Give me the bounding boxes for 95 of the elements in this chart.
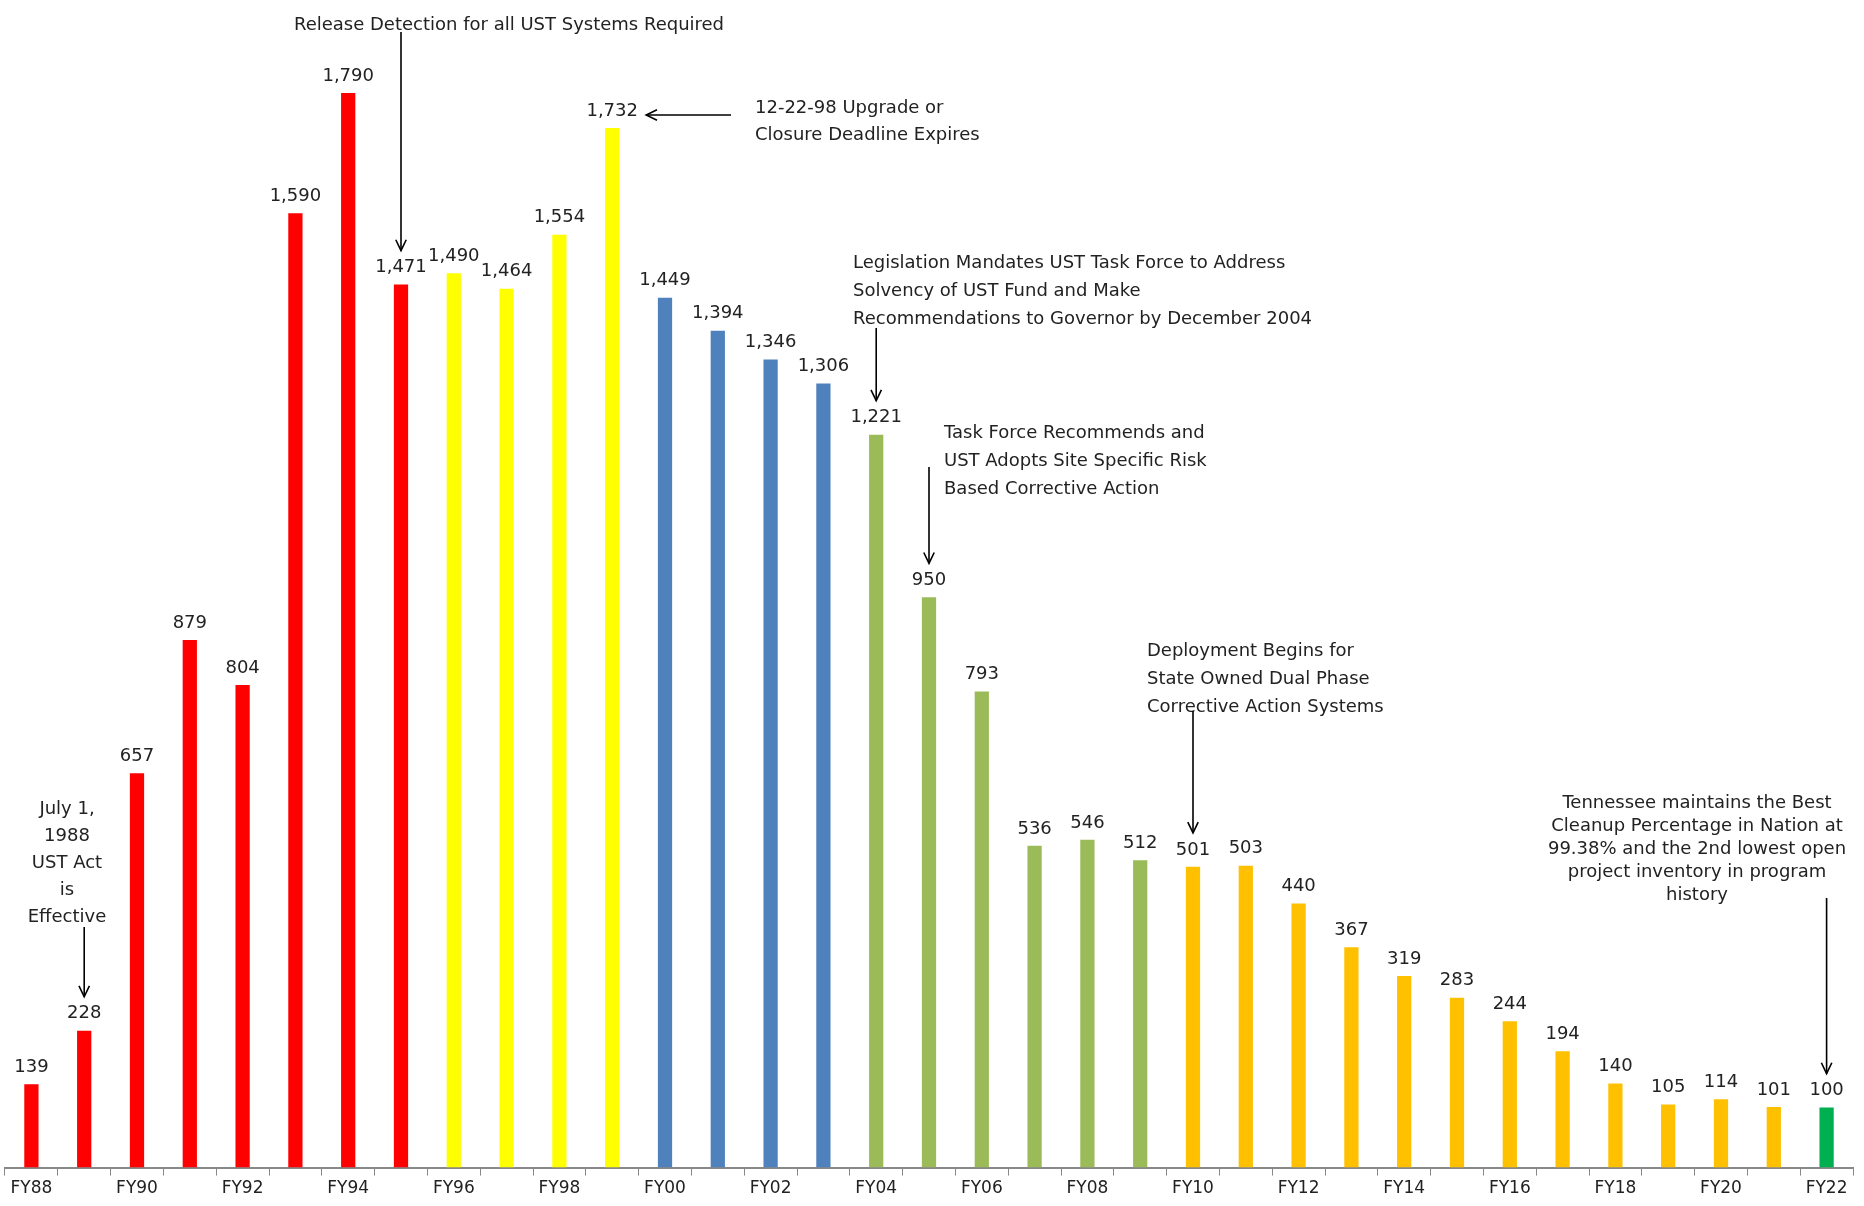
x-tick-label: FY12 [1277,1177,1320,1198]
bar [1608,1083,1623,1168]
data-label: 879 [172,610,207,632]
bar [552,234,567,1168]
x-tick-label: FY06 [960,1177,1003,1198]
data-label: 536 [1017,816,1052,838]
bar [1291,903,1306,1168]
data-label: 546 [1070,810,1105,832]
data-label: 501 [1175,837,1211,859]
data-label: 1,732 [586,98,638,120]
bar [1502,1021,1517,1168]
bar [710,330,725,1168]
annotation: Task Force Recommends and UST Adopts Site Specific Risk Based Corrective Action [943,420,1208,498]
bar [1661,1104,1676,1168]
x-tick-label: FY90 [116,1177,158,1198]
data-label: 114 [1703,1069,1739,1091]
bar [24,1084,39,1168]
annotation: 12-22-98 Upgrade or Closure Deadline Expires [755,95,980,144]
bar [1080,839,1095,1168]
annotation: Tennessee maintains the Best Cleanup Percentage in Nation at 99.38% and the 2nd lowest open project inventory in program history [1547,790,1847,904]
annotation: Legislation Mandates UST Task Force to Address Solvency of UST Fund and Make Recommendations to Governor by December 2004 [853,250,1313,328]
data-label: 1,464 [480,259,533,281]
data-label: 503 [1228,836,1263,858]
data-label: 440 [1281,874,1316,896]
data-label: 100 [1809,1078,1844,1100]
bar [1555,1051,1570,1168]
bar [1449,997,1465,1168]
x-tick-label: FY88 [10,1177,53,1198]
x-tick-label: FY04 [855,1177,898,1198]
data-label: 244 [1492,991,1527,1013]
x-tick-label: FY92 [221,1177,264,1198]
x-tick-label: FY08 [1066,1177,1109,1198]
data-label: 319 [1387,946,1422,968]
x-tick-label: FY14 [1383,1177,1426,1198]
bar [763,359,778,1168]
bar [869,434,884,1168]
x-tick-label: FY22 [1805,1177,1848,1198]
x-tick-label: FY20 [1700,1177,1742,1198]
bar [1766,1106,1781,1168]
x-tick-label: FY98 [538,1177,581,1198]
x-tick-label: FY02 [749,1177,792,1198]
data-label: 1,590 [269,183,322,205]
bar [1397,976,1412,1168]
data-label: 139 [14,1054,49,1076]
data-label: 105 [1651,1075,1686,1097]
bar [657,297,673,1168]
data-label: 367 [1334,917,1369,939]
data-label: 194 [1545,1021,1580,1043]
data-label: 804 [225,655,260,677]
annotation: July 1, 1988 UST Act is Effective [27,796,107,926]
bar [921,597,937,1168]
bar [1344,947,1359,1168]
data-label: 283 [1439,968,1475,990]
bar [235,684,250,1168]
bar [446,273,461,1168]
data-label: 1,554 [533,205,586,227]
data-label: 101 [1756,1077,1791,1099]
bar [1819,1107,1834,1168]
bar [1027,845,1042,1168]
data-label: 1,471 [375,255,427,277]
bar [605,127,620,1168]
bar [1133,860,1148,1168]
bar [182,639,197,1168]
data-label: 140 [1598,1054,1633,1076]
bar [341,93,356,1168]
x-tick-label: FY16 [1488,1177,1531,1198]
data-label: 228 [67,1001,102,1023]
text: Release Detection for all UST Systems Required [293,12,725,34]
data-label: 657 [119,743,155,765]
data-label: 1,449 [639,268,691,290]
bar [288,213,303,1168]
bar [816,383,831,1168]
bar [499,288,514,1168]
x-tick-label: FY96 [432,1177,475,1198]
data-label: 1,394 [692,301,744,323]
data-label: 1,346 [744,330,797,352]
data-label: 1,790 [322,63,374,85]
x-tick-label: FY18 [1594,1177,1637,1198]
bar [77,1030,92,1168]
data-label: 950 [911,567,947,589]
data-label: 1,306 [797,354,850,376]
annotation: Deployment Begins for State Owned Dual Phase Corrective Action Systems [1147,638,1384,716]
x-tick-label: FY10 [1172,1177,1214,1198]
bar [1238,865,1253,1168]
bar [1713,1099,1729,1168]
x-tick-label: FY94 [327,1177,370,1198]
bar [1185,866,1201,1168]
data-label: 1,490 [428,243,480,265]
bar [393,284,409,1168]
data-label: 1,221 [850,405,902,427]
data-label: 512 [1123,830,1158,852]
bar [974,691,989,1168]
data-label: 793 [964,662,999,684]
x-tick-label: FY00 [644,1177,686,1198]
bar [129,773,145,1168]
